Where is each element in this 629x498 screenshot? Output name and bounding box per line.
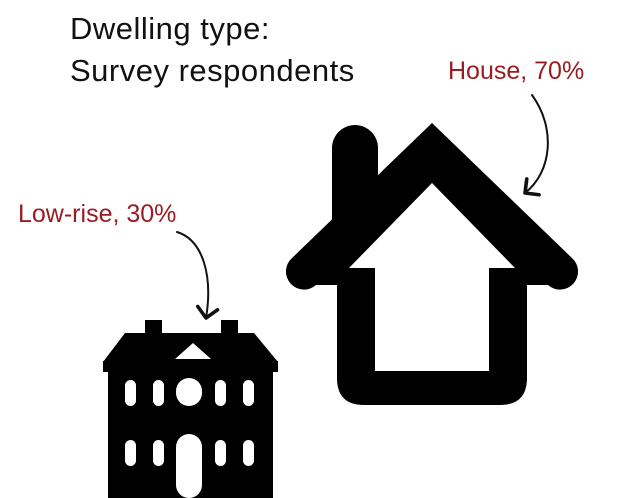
house-callout-arrow <box>523 94 549 197</box>
house-icon <box>285 123 579 405</box>
house-data-label: House, 70% <box>448 57 585 85</box>
chart-title-line-2: Survey respondents <box>70 53 355 88</box>
low-rise-building-icon <box>103 320 278 498</box>
low-rise-data-label: Low-rise, 30% <box>18 200 177 228</box>
chart-title-line-1: Dwelling type: <box>70 11 270 46</box>
low-rise-callout-arrow <box>176 231 220 320</box>
chart-title: Dwelling type: Survey respondents <box>70 8 355 92</box>
